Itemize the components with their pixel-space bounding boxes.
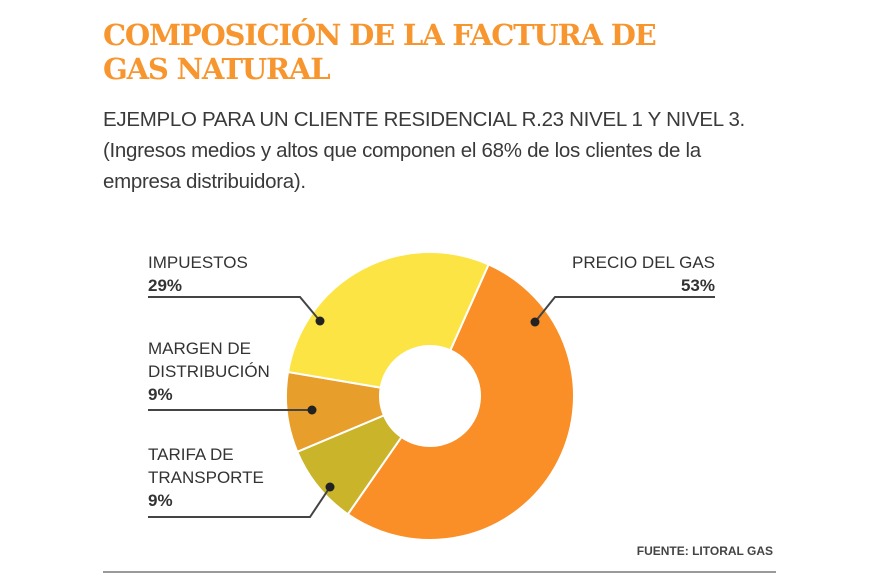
label-margen-de-distribuci-n: MARGEN DE DISTRIBUCIÓN 9% <box>148 339 317 415</box>
slice-value-label: 9% <box>148 491 173 510</box>
chart-subtitle: EJEMPLO PARA UN CLIENTE RESIDENCIAL R.23… <box>103 108 745 193</box>
leader-dot <box>315 316 325 326</box>
leader-dot <box>530 317 540 327</box>
slice-label: TARIFA DE <box>148 445 234 464</box>
slice-impuestos <box>286 251 490 389</box>
slice-label: TRANSPORTE <box>148 468 264 487</box>
slice-label: IMPUESTOS <box>148 253 248 272</box>
slice-label: MARGEN DE <box>148 339 251 358</box>
label-tarifa-de-transporte: TARIFA DE TRANSPORTE 9% <box>148 445 335 518</box>
slice-precio-del-gas <box>346 263 575 541</box>
slice-label: PRECIO DEL GAS <box>572 253 715 272</box>
leader-dot <box>325 482 335 492</box>
leader-dot <box>307 405 317 415</box>
slice-value-label: 9% <box>148 385 173 404</box>
leader-line <box>148 296 321 322</box>
slice-label: DISTRIBUCIÓN <box>148 362 270 381</box>
slice-value-label: 53% <box>681 276 715 295</box>
source-note: FUENTE: LITORAL GAS <box>637 544 773 558</box>
leader-line <box>148 486 331 518</box>
slice-value-label: 29% <box>148 276 182 295</box>
label-precio-del-gas: PRECIO DEL GAS 53% <box>530 253 715 327</box>
chart-title: COMPOSICIÓN DE LA FACTURA DE GAS NATURAL <box>103 18 657 86</box>
label-impuestos: IMPUESTOS 29% <box>148 253 325 326</box>
leader-line <box>534 296 715 323</box>
